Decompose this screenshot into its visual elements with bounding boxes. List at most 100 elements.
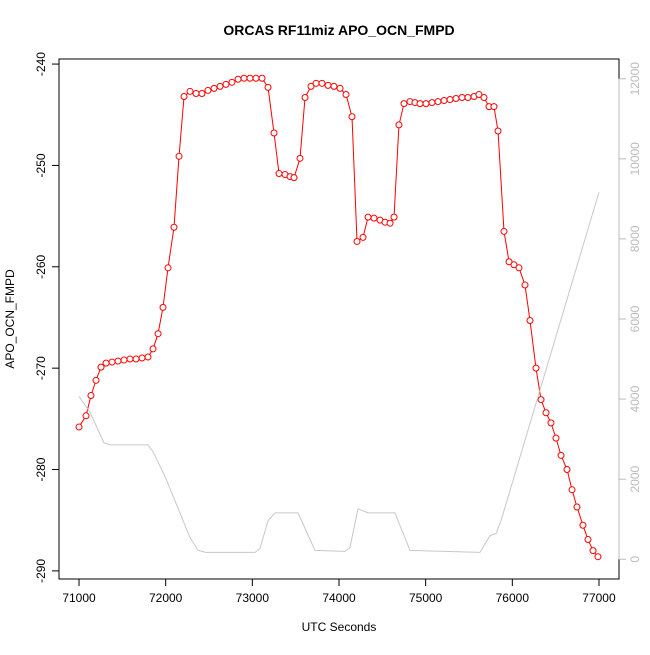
y2-tick-label: 6000 xyxy=(628,305,642,332)
data-point xyxy=(526,317,534,325)
data-point xyxy=(270,129,278,137)
data-point xyxy=(515,264,523,272)
data-point xyxy=(422,100,430,108)
x-axis-label: UTC Seconds xyxy=(302,620,377,634)
data-point xyxy=(557,451,565,459)
data-point xyxy=(87,392,95,400)
data-point xyxy=(500,227,508,235)
data-point xyxy=(258,74,266,82)
data-point xyxy=(296,154,304,162)
data-point xyxy=(132,355,140,363)
data-point xyxy=(452,95,460,103)
data-point xyxy=(542,409,550,417)
data-point xyxy=(594,553,602,561)
y-tick-label: -250 xyxy=(34,153,48,177)
x-tick-label: 76000 xyxy=(496,591,530,605)
y-tick-label: -280 xyxy=(34,457,48,481)
data-point xyxy=(175,152,183,160)
data-point xyxy=(353,237,361,245)
data-point xyxy=(370,214,378,222)
data-point xyxy=(138,354,146,362)
y2-tick-label: 8000 xyxy=(628,225,642,252)
x-tick-label: 73000 xyxy=(236,591,270,605)
y2-tick-label: 0 xyxy=(628,556,642,563)
y-tick-label: -290 xyxy=(34,559,48,583)
data-point xyxy=(82,412,90,420)
data-point xyxy=(290,174,298,182)
data-point xyxy=(342,90,350,98)
data-point xyxy=(307,82,315,90)
data-point xyxy=(97,363,105,371)
data-point xyxy=(192,89,200,97)
x-tick-label: 77000 xyxy=(582,591,616,605)
data-point xyxy=(579,521,587,529)
data-point xyxy=(246,74,254,82)
data-point xyxy=(198,89,206,97)
data-point xyxy=(126,355,134,363)
data-point xyxy=(440,97,448,105)
data-point xyxy=(490,103,498,111)
data-point xyxy=(264,83,272,91)
y2-tick-label: 2000 xyxy=(628,466,642,493)
data-point xyxy=(464,94,472,102)
data-point xyxy=(204,86,212,94)
data-point xyxy=(446,96,454,104)
data-point xyxy=(537,396,545,404)
y2-tick-label: 10000 xyxy=(628,142,642,176)
data-point xyxy=(159,303,167,311)
x-tick-label: 72000 xyxy=(149,591,183,605)
data-point xyxy=(359,233,367,241)
data-point xyxy=(75,423,83,431)
data-point xyxy=(584,535,592,543)
data-point xyxy=(428,99,436,107)
data-point xyxy=(108,358,116,366)
data-point xyxy=(494,127,502,135)
data-point xyxy=(170,223,178,231)
data-point xyxy=(521,281,529,289)
data-point xyxy=(434,98,442,106)
data-point xyxy=(386,219,394,227)
data-point xyxy=(573,503,581,511)
data-point xyxy=(154,330,162,338)
data-point xyxy=(505,258,513,266)
data-point xyxy=(510,261,518,269)
y-tick-label: -260 xyxy=(34,254,48,278)
data-point xyxy=(395,121,403,129)
data-point xyxy=(92,376,100,384)
data-point xyxy=(180,93,188,101)
data-point xyxy=(144,353,152,361)
data-point xyxy=(563,466,571,474)
y2-tick-label: 4000 xyxy=(628,385,642,412)
y-axis-label: APO_OCN_FMPD xyxy=(3,269,17,369)
y2-tick-label: 12000 xyxy=(628,62,642,96)
y-tick-label: -240 xyxy=(34,52,48,76)
data-point xyxy=(102,359,110,367)
data-point xyxy=(400,100,408,108)
data-point xyxy=(164,264,172,272)
data-point xyxy=(312,79,320,87)
data-point xyxy=(364,213,372,221)
data-point xyxy=(240,74,248,82)
data-point xyxy=(475,90,483,98)
data-point xyxy=(318,79,326,87)
data-point xyxy=(149,345,157,353)
y-tick-label: -270 xyxy=(34,356,48,380)
secondary-line xyxy=(78,192,600,553)
chart-title: ORCAS RF11miz APO_OCN_FMPD xyxy=(223,22,454,38)
data-point xyxy=(348,113,356,121)
data-point xyxy=(252,74,260,82)
data-point xyxy=(114,357,122,365)
x-tick-label: 71000 xyxy=(62,591,96,605)
data-point xyxy=(336,84,344,92)
x-tick-label: 75000 xyxy=(409,591,443,605)
data-point xyxy=(416,100,424,108)
data-point xyxy=(186,87,194,95)
data-point xyxy=(589,547,597,555)
data-point xyxy=(228,78,236,86)
data-point xyxy=(532,364,540,372)
data-point xyxy=(120,356,128,364)
data-point xyxy=(547,419,555,427)
data-point xyxy=(324,81,332,89)
